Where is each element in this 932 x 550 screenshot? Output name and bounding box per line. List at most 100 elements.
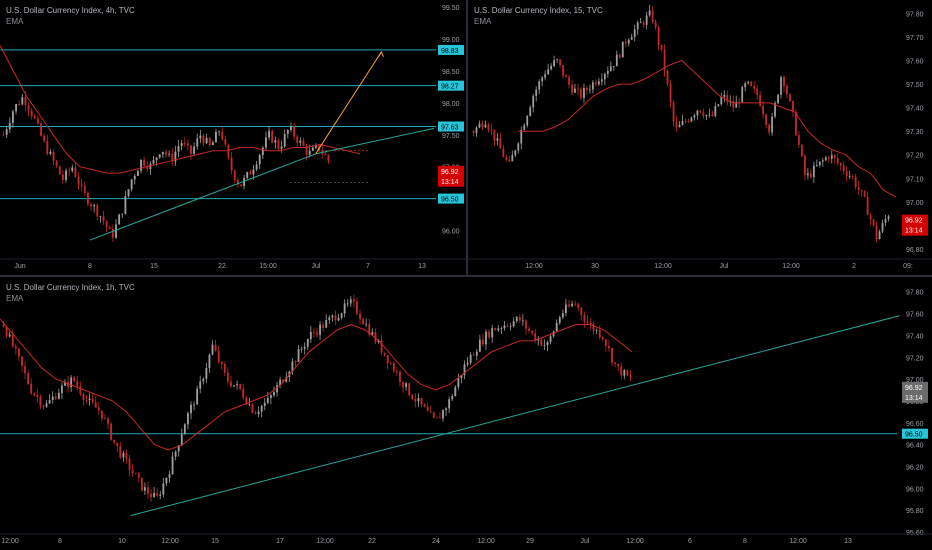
candle-body [478, 123, 481, 128]
candle-body [268, 130, 271, 138]
candle-body [442, 410, 444, 419]
candle-body [783, 77, 785, 87]
candle-body [541, 77, 544, 82]
x-tick-label: 15 [211, 538, 219, 545]
candle-body [824, 157, 827, 161]
candle-body [848, 176, 851, 177]
candle-body [33, 116, 36, 119]
y-tick-label: 97.80 [906, 11, 924, 18]
x-tick-label: 12:00 [316, 538, 334, 545]
candle-body [280, 146, 283, 149]
chart-canvas-15m[interactable]: 97.80 97.70 97.60 97.50 97.40 97.30 97.20 97.10… [468, 0, 932, 275]
candle-body [242, 388, 245, 398]
candle-body [741, 87, 744, 103]
candle-body [851, 176, 854, 177]
chart-pane-1h[interactable]: 97.8097.6097.4097.2097.0096.8096.6096.40… [0, 277, 932, 550]
candle-body [150, 493, 152, 498]
price-badge [438, 165, 464, 187]
candle-body [753, 85, 756, 89]
candle-body [571, 84, 573, 93]
projection-line [315, 51, 382, 155]
candle-body [540, 339, 543, 346]
candle-body [128, 458, 131, 470]
pane-divider-horizontal[interactable] [0, 275, 932, 277]
candle-body [79, 386, 82, 394]
candle-body [96, 205, 99, 217]
candle-body [392, 363, 395, 372]
candle-body [869, 215, 872, 220]
candle-body [595, 82, 597, 85]
candle-body [738, 101, 741, 103]
candle-body [732, 101, 735, 108]
chart-pane-15m[interactable]: 97.80 97.70 97.60 97.50 97.40 97.30 97.20 97.10… [468, 0, 932, 275]
candle-body [815, 165, 818, 167]
y-tick-label: 98.00 [442, 101, 460, 108]
candle-body [227, 144, 230, 158]
chart-pane-4h[interactable]: 99.5099.0098.5098.0097.5097.0096.5096.00… [0, 0, 466, 275]
candle-body [565, 75, 567, 78]
x-tick-label: 12:00 [525, 263, 543, 270]
candle-body [528, 328, 530, 331]
candle-body [183, 143, 186, 144]
candle-body [124, 196, 127, 214]
y-tick-label: 95.80 [906, 508, 924, 515]
candle-body [71, 167, 74, 172]
candle-body [165, 151, 167, 155]
candle-body [286, 129, 289, 134]
candle-body [99, 216, 102, 218]
x-tick-label: 12:00 [161, 538, 179, 545]
candle-body [606, 71, 609, 74]
x-tick-label: Jul [581, 538, 590, 545]
candle-body [553, 60, 556, 66]
candle-body [568, 304, 570, 307]
candle-body [217, 350, 220, 362]
candle-body [408, 383, 411, 396]
x-tick-label: Jul [720, 263, 729, 270]
pane-divider-vertical[interactable] [466, 0, 468, 276]
candle-body [94, 402, 97, 408]
candle-body [595, 329, 598, 331]
candle-body [121, 213, 124, 215]
candle-body [496, 138, 499, 141]
x-tick-label: 6 [688, 538, 692, 545]
candle-body [681, 120, 684, 125]
y-tick-label: 96.40 [906, 443, 924, 450]
candle-body [544, 74, 547, 78]
price-badge [902, 381, 928, 403]
candle-body [493, 129, 496, 141]
countdown-label: 13:14 [905, 228, 923, 235]
candle-body [152, 160, 155, 164]
candle-body [223, 363, 226, 373]
x-tick-label: 17 [276, 538, 284, 545]
candle-body [187, 413, 189, 425]
candle-body [269, 395, 272, 398]
candle-body [82, 393, 85, 400]
candle-body [714, 105, 717, 117]
trend-line-extension [315, 127, 435, 155]
candle-body [156, 492, 159, 496]
candle-body [100, 410, 103, 419]
candle-body [91, 398, 94, 403]
candle-body [90, 204, 92, 207]
candle-body [690, 117, 693, 122]
candle-body [657, 27, 660, 45]
candle-body [137, 473, 140, 478]
candle-body [463, 364, 466, 375]
candle-body [618, 54, 621, 58]
x-tick-label: 10 [118, 538, 126, 545]
y-tick-label: 97.70 [906, 35, 924, 42]
chart-canvas-4h[interactable]: 99.5099.0098.5098.0097.5097.0096.5096.00… [0, 0, 466, 275]
x-tick-label: Jul [312, 263, 321, 270]
candle-body [558, 317, 561, 323]
x-tick-label: 12:00 [782, 263, 800, 270]
candle-body [555, 322, 558, 332]
candle-body [21, 97, 24, 105]
candle-body [857, 187, 860, 190]
level-badge-label: 96.50 [905, 432, 923, 439]
candle-body [451, 396, 454, 400]
x-tick-label: 7 [366, 263, 370, 270]
candle-body [158, 154, 161, 158]
ema-line [0, 318, 633, 451]
candle-body [240, 184, 242, 187]
chart-canvas-1h[interactable]: 97.8097.6097.4097.2097.0096.8096.6096.40… [0, 277, 932, 550]
